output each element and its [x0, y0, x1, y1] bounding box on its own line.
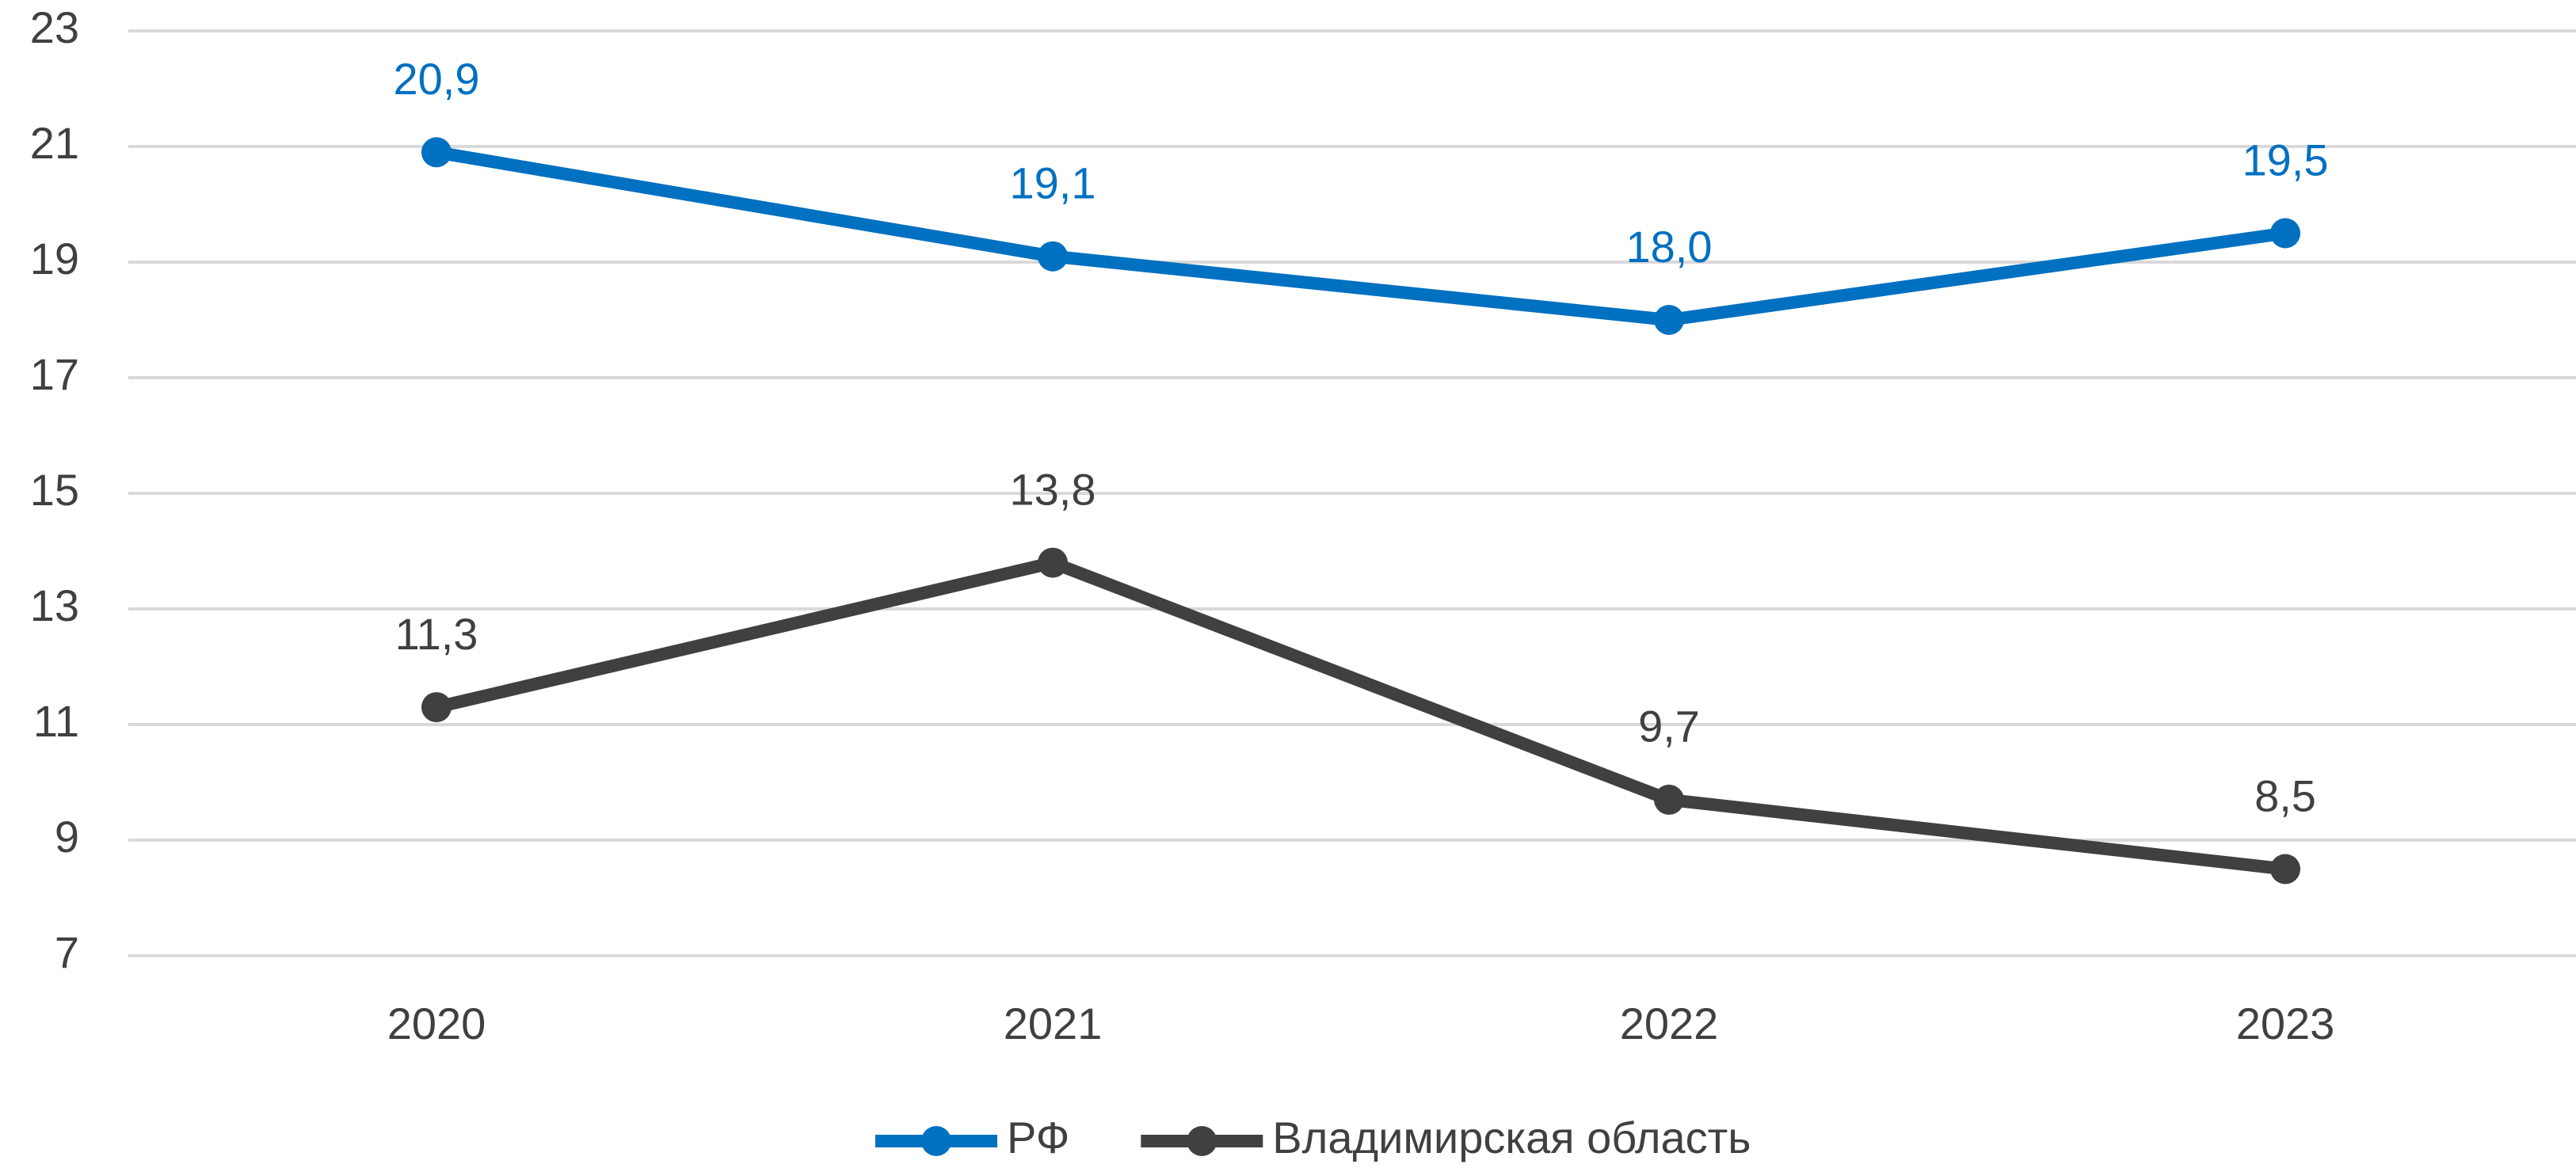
- series-line: [435, 146, 2287, 326]
- y-tick-label: 21: [30, 118, 79, 168]
- data-label: 19,5: [2243, 135, 2329, 185]
- y-tick-label: 7: [55, 927, 79, 977]
- data-label: 13,8: [1010, 464, 1096, 514]
- y-tick-label: 17: [30, 349, 79, 399]
- data-point: [1654, 305, 1684, 335]
- y-tick-label: 11: [33, 696, 79, 746]
- y-tick-label: 15: [30, 465, 79, 515]
- legend-marker: [1187, 1126, 1218, 1156]
- legend-label: Владимирская область: [1272, 1113, 1751, 1162]
- data-label: 8,5: [2254, 770, 2316, 820]
- y-tick-label: 23: [30, 2, 79, 52]
- data-label: 19,1: [1010, 158, 1096, 207]
- y-tick-label: 13: [30, 580, 79, 630]
- legend-marker: [921, 1126, 951, 1156]
- data-point: [2270, 218, 2300, 249]
- y-tick-label: 9: [55, 812, 79, 862]
- y-tick-label: 19: [30, 234, 79, 283]
- legend-label: РФ: [1007, 1113, 1069, 1162]
- x-tick-label: 2022: [1620, 999, 1719, 1048]
- x-tick-label: 2020: [387, 999, 486, 1048]
- data-point: [421, 137, 452, 168]
- data-label: 11,3: [395, 609, 478, 659]
- x-tick-label: 2021: [1004, 999, 1103, 1048]
- data-point: [421, 692, 452, 723]
- x-tick-label: 2023: [2236, 999, 2335, 1048]
- data-point: [1038, 547, 1068, 578]
- series-line: [435, 556, 2286, 876]
- data-label: 20,9: [394, 54, 480, 104]
- data-point: [1654, 784, 1684, 815]
- data-label: 18,0: [1626, 222, 1713, 272]
- data-point: [1038, 241, 1068, 272]
- data-point: [2270, 854, 2300, 885]
- data-label: 9,7: [1638, 702, 1700, 751]
